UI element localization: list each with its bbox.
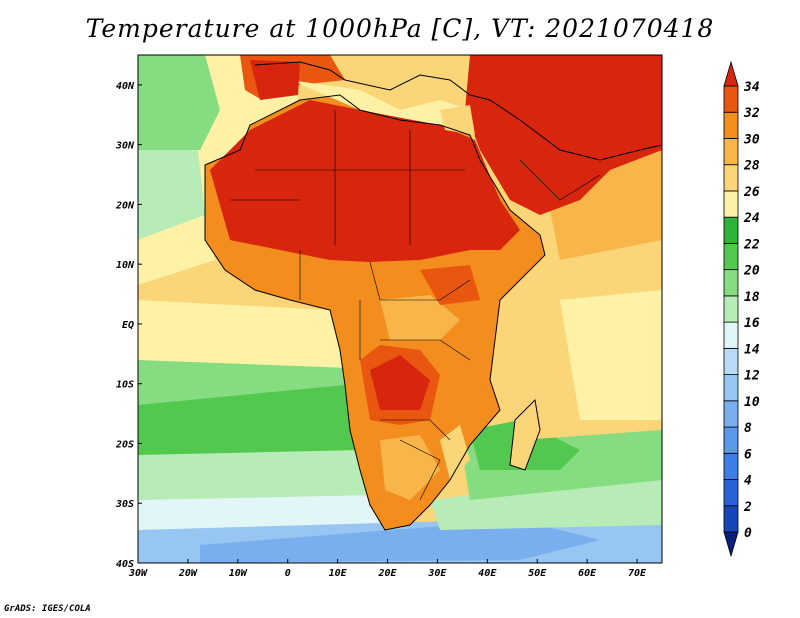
- lon-tick-label: 20E: [377, 568, 397, 579]
- colorbar-segment: [723, 243, 739, 271]
- lon-tick-label: 70E: [628, 568, 647, 579]
- colorbar-label: 16: [744, 316, 760, 331]
- colorbar-label: 30: [743, 132, 760, 147]
- colorbar-label: 2: [743, 500, 752, 515]
- colorbar-segment: [723, 347, 739, 375]
- colorbar-label: 6: [744, 447, 752, 462]
- lat-tick-label: 20N: [115, 200, 135, 211]
- lat-tick-label: 40S: [116, 559, 134, 570]
- colorbar-label: 14: [744, 342, 760, 357]
- lat-tick-label: 20S: [115, 439, 134, 450]
- lon-tick-label: 20W: [178, 568, 198, 579]
- lon-tick-label: 50E: [528, 568, 547, 579]
- latitude-axis: 40N 30N 20N 10N EQ 10S 20S 30S 40S: [115, 81, 142, 570]
- longitude-axis: 30W 20W 10W 0 10E 20E 30E 40E 50E 60E 70E: [128, 559, 647, 579]
- colorbar-label: 12: [744, 369, 760, 384]
- colorbar-segment: [723, 269, 739, 297]
- lat-tick-label: 30N: [115, 141, 135, 152]
- colorbar-label: 20: [743, 264, 760, 279]
- colorbar-label: 4: [744, 474, 752, 489]
- colorbar-label: 10: [744, 395, 760, 410]
- lon-tick-label: 30W: [128, 568, 148, 579]
- lon-tick-label: 0: [285, 568, 291, 579]
- colorbar-segment: [723, 479, 739, 507]
- colorbar-label: 26: [743, 185, 760, 200]
- colorbar-segment: [723, 85, 739, 113]
- colorbar-segment: [723, 321, 739, 349]
- lon-tick-label: 10E: [329, 568, 348, 579]
- colorbar-label: 22: [743, 237, 760, 252]
- credit-text: GrADS: IGES/COLA: [4, 604, 91, 614]
- colorbar-segment: [723, 164, 739, 192]
- colorbar-label: 32: [743, 106, 760, 121]
- lat-tick-label: 30S: [115, 499, 134, 510]
- colorbar-segment: [723, 452, 739, 480]
- lat-tick-label: 10N: [116, 260, 135, 271]
- colorbar-segment: [723, 295, 739, 323]
- lat-tick-label: 40N: [116, 81, 135, 92]
- colorbar-segment: [723, 374, 739, 402]
- colorbar-label: 18: [744, 290, 760, 305]
- colorbar-label: 8: [744, 421, 752, 436]
- colorbar-segment: [723, 400, 739, 428]
- colorbar-label: 24: [743, 211, 760, 226]
- lat-tick-label: 10S: [116, 380, 134, 391]
- lon-tick-label: 30E: [427, 568, 447, 579]
- map-title: Temperature at 1000hPa [C], VT: 20210704…: [85, 14, 715, 43]
- colorbar-segment: [723, 216, 739, 244]
- colorbar-label: 28: [743, 159, 760, 174]
- colorbar-segment: [723, 111, 739, 139]
- colorbar-segment: [723, 138, 739, 166]
- lon-tick-label: 60E: [578, 568, 597, 579]
- temperature-field: [138, 55, 662, 563]
- coastlines: [204, 61, 662, 531]
- colorbar-segment: [723, 505, 739, 533]
- colorbar-segment: [723, 190, 739, 218]
- colorbar-segment: [723, 531, 739, 558]
- plot-frame: [137, 54, 663, 564]
- colorbar-segment: [723, 60, 739, 87]
- lon-tick-label: 10W: [229, 568, 248, 579]
- colorbar-label: 34: [743, 80, 760, 95]
- lat-tick-label: EQ: [122, 320, 134, 331]
- colorbar-label: 0: [744, 526, 752, 541]
- lon-tick-label: 40E: [478, 568, 497, 579]
- country-borders: [230, 110, 601, 501]
- colorbar-segment: [723, 426, 739, 454]
